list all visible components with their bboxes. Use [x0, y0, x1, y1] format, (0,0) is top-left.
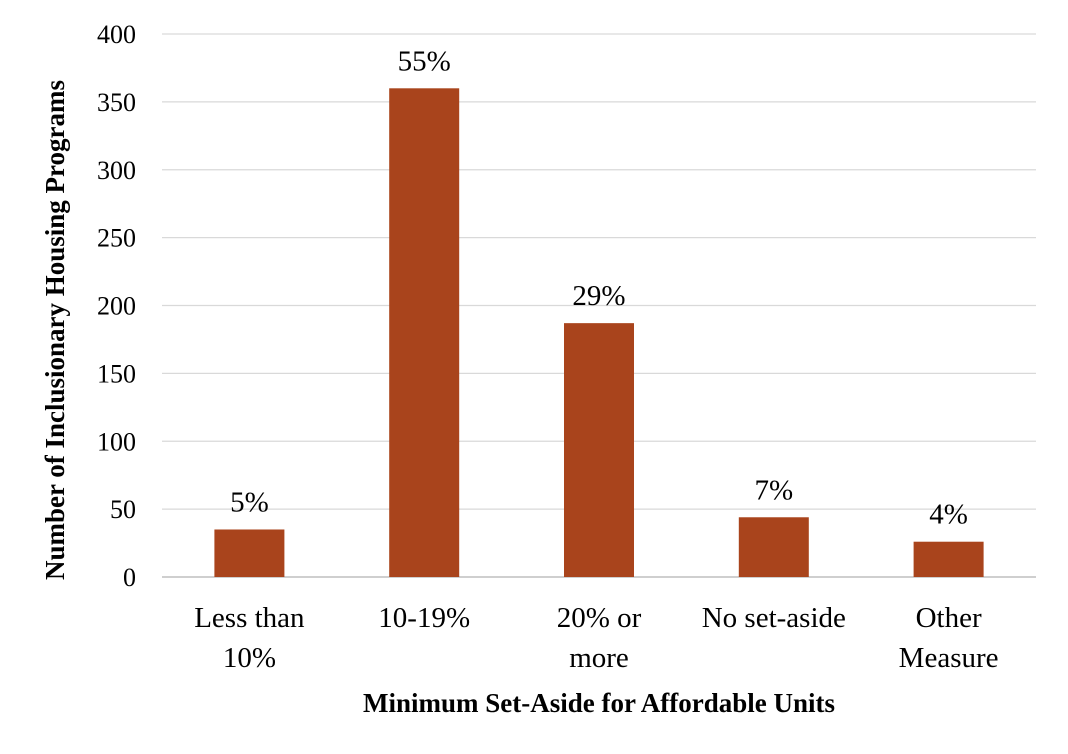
data-label: 4%	[929, 499, 968, 531]
y-tick-label: 250	[97, 224, 136, 253]
x-tick-label: 10-19%	[378, 602, 470, 634]
x-tick-label: 10%	[223, 642, 276, 674]
bar	[913, 541, 984, 577]
y-axis-ticks: 0 50 100 150 200 250 300 350 400	[97, 20, 136, 592]
y-tick-label: 50	[110, 495, 136, 524]
data-label: 55%	[398, 45, 451, 77]
bars	[214, 88, 984, 578]
bar	[564, 323, 634, 577]
data-labels: 5% 55% 29% 7% 4%	[230, 45, 968, 530]
bar	[214, 529, 285, 577]
gridlines	[162, 33, 1036, 578]
data-label: 7%	[754, 474, 793, 506]
bar	[389, 88, 460, 578]
y-tick-label: 350	[97, 88, 136, 117]
bar	[738, 517, 809, 577]
x-tick-label: 20% or	[557, 602, 642, 634]
y-tick-label: 150	[97, 359, 136, 388]
y-tick-label: 100	[97, 427, 136, 456]
x-tick-label: more	[569, 642, 629, 674]
data-label: 29%	[572, 280, 625, 312]
x-tick-label: No set-aside	[702, 602, 846, 634]
y-tick-label: 200	[97, 292, 136, 321]
x-tick-label: Less than	[194, 602, 305, 634]
y-tick-label: 300	[97, 156, 136, 185]
x-axis-title: Minimum Set-Aside for Affordable Units	[363, 688, 835, 718]
x-tick-label: Other	[916, 602, 982, 634]
y-tick-label: 0	[123, 563, 136, 592]
data-label: 5%	[230, 486, 269, 518]
x-tick-label: Measure	[899, 642, 999, 674]
x-axis-categories: Less than 10% 10-19% 20% or more No set-aside…	[194, 602, 998, 674]
y-axis-title: Number of Inclusionary Housing Programs	[40, 80, 70, 580]
y-tick-label: 400	[97, 20, 136, 49]
